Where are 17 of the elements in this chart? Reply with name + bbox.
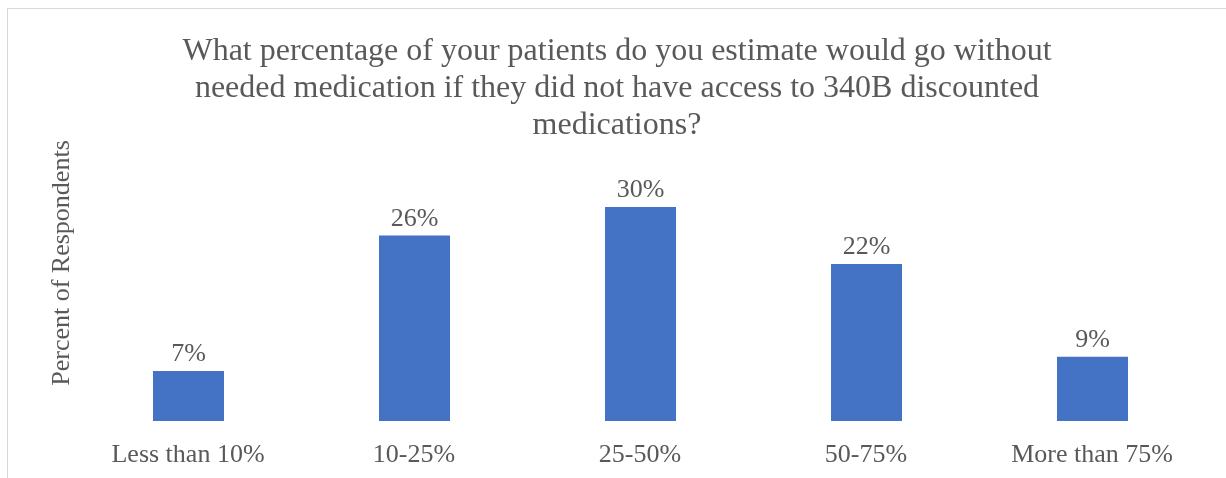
data-label: 9% xyxy=(1075,323,1110,353)
x-tick-label: 50-75% xyxy=(824,439,908,469)
bar xyxy=(153,371,224,421)
x-tick-label: 10-25% xyxy=(372,439,456,469)
bar xyxy=(605,207,676,421)
data-label: 26% xyxy=(390,202,439,232)
bar xyxy=(379,235,450,421)
x-tick-label: Less than 10% xyxy=(111,439,265,469)
bar xyxy=(831,264,902,421)
data-label: 7% xyxy=(171,338,206,368)
data-label: 22% xyxy=(842,231,891,261)
x-tick-label: 25-50% xyxy=(598,439,682,469)
data-label: 30% xyxy=(616,174,665,203)
x-tick-label: More than 75% xyxy=(1011,439,1173,469)
bar xyxy=(1057,356,1128,421)
y-axis-title: Percent of Respondents xyxy=(46,140,76,386)
chart-title: What percentage of your patients do you estimate would go without needed medication if they did not have access to 340B discounted medications? xyxy=(181,31,1053,142)
